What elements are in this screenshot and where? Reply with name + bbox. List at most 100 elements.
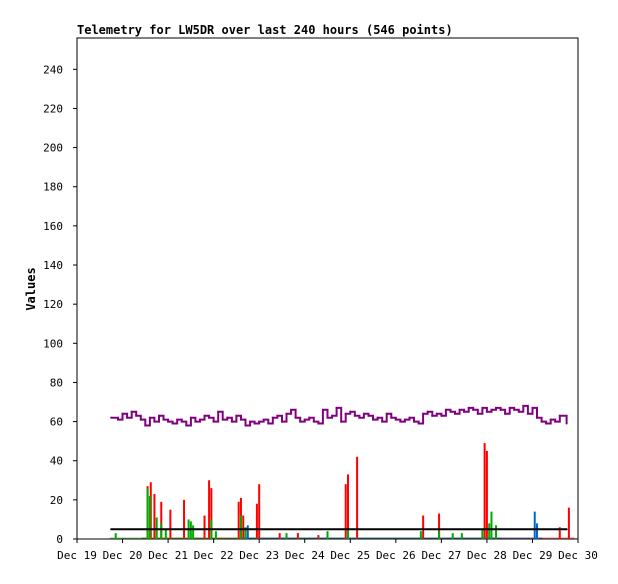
data-point [349,410,352,413]
data-point [545,422,548,425]
data-point [440,414,443,417]
data-point [554,420,557,423]
data-point [249,420,252,423]
x-tick-label: Dec 26 [376,549,416,562]
data-point [490,408,493,411]
data-point [536,416,539,419]
data-point [444,408,447,411]
data-point [116,418,119,421]
data-point [244,424,247,427]
data-point [408,416,411,419]
data-point [212,420,215,423]
data-point [217,410,220,413]
data-point [194,420,197,423]
x-tick-label: Dec 22 [194,549,234,562]
chart-title: Telemetry for LW5DR over last 240 hours … [77,23,453,37]
data-point [126,416,129,419]
data-point [353,414,356,417]
data-point [326,416,329,419]
data-point [565,528,568,531]
data-point [431,414,434,417]
data-point [303,418,306,421]
data-point [417,422,420,425]
data-point [472,408,475,411]
data-point [381,420,384,423]
data-point [522,404,525,407]
y-tick-label: 220 [43,102,63,115]
data-point [157,414,160,417]
data-point [426,410,429,413]
data-point [198,418,201,421]
data-point [239,418,242,421]
data-point [413,420,416,423]
data-point [290,408,293,411]
data-point [344,412,347,415]
series-3 [241,511,544,539]
series-0 [110,404,568,427]
data-point [549,418,552,421]
data-point [558,414,561,417]
series-2 [109,488,503,539]
data-point [235,414,238,417]
x-tick-label: Dec 29 [513,549,553,562]
data-point [481,406,484,409]
data-point [517,410,520,413]
data-point [294,416,297,419]
data-point [162,418,165,421]
series-line [111,404,568,427]
y-tick-label: 20 [50,494,63,507]
data-point [135,414,138,417]
data-point [504,412,507,415]
x-tick-label: Dec 23 [239,549,279,562]
y-axis: 0 20 40 60 80 100 120 140 160 180 200 220 240 [43,63,77,546]
y-tick-label: 80 [50,376,63,389]
data-point [299,420,302,423]
data-point [110,416,113,419]
data-point [540,420,543,423]
x-tick-label: Dec 27 [421,549,461,562]
data-point [176,418,179,421]
data-point [358,416,361,419]
plot-frame [76,37,579,540]
y-tick-label: 180 [43,181,63,194]
data-point [376,416,379,419]
data-point [403,418,406,421]
data-point [144,424,147,427]
data-point [449,410,452,413]
data-point [276,414,279,417]
x-axis: Dec 19 Dec 20 Dec 21 Dec 22 Dec 23 Dec 24 Dec … [57,539,598,562]
data-point [422,412,425,415]
data-point [508,406,511,409]
x-tick-label: Dec 25 [330,549,370,562]
data-point [121,412,124,415]
data-point [499,408,502,411]
data-point [513,408,516,411]
data-point [399,420,402,423]
data-point [189,416,192,419]
data-point [565,422,568,425]
data-point [435,412,438,415]
series-4 [110,528,568,531]
data-point [171,422,174,425]
y-tick-label: 0 [56,533,63,546]
data-point [308,416,311,419]
data-point [454,412,457,415]
series-layer [109,404,575,539]
y-tick-label: 160 [43,220,63,233]
data-point [208,416,211,419]
y-axis-label: Values [24,267,38,310]
data-point [280,420,283,423]
data-point [526,412,529,415]
data-point [230,420,233,423]
data-point [317,422,320,425]
y-tick-label: 40 [50,455,63,468]
y-tick-label: 60 [50,416,63,429]
y-tick-label: 200 [43,142,63,155]
data-point [221,418,224,421]
x-tick-label: Dec 30 [558,549,598,562]
data-point [130,410,133,413]
data-point [285,412,288,415]
data-point [226,416,229,419]
